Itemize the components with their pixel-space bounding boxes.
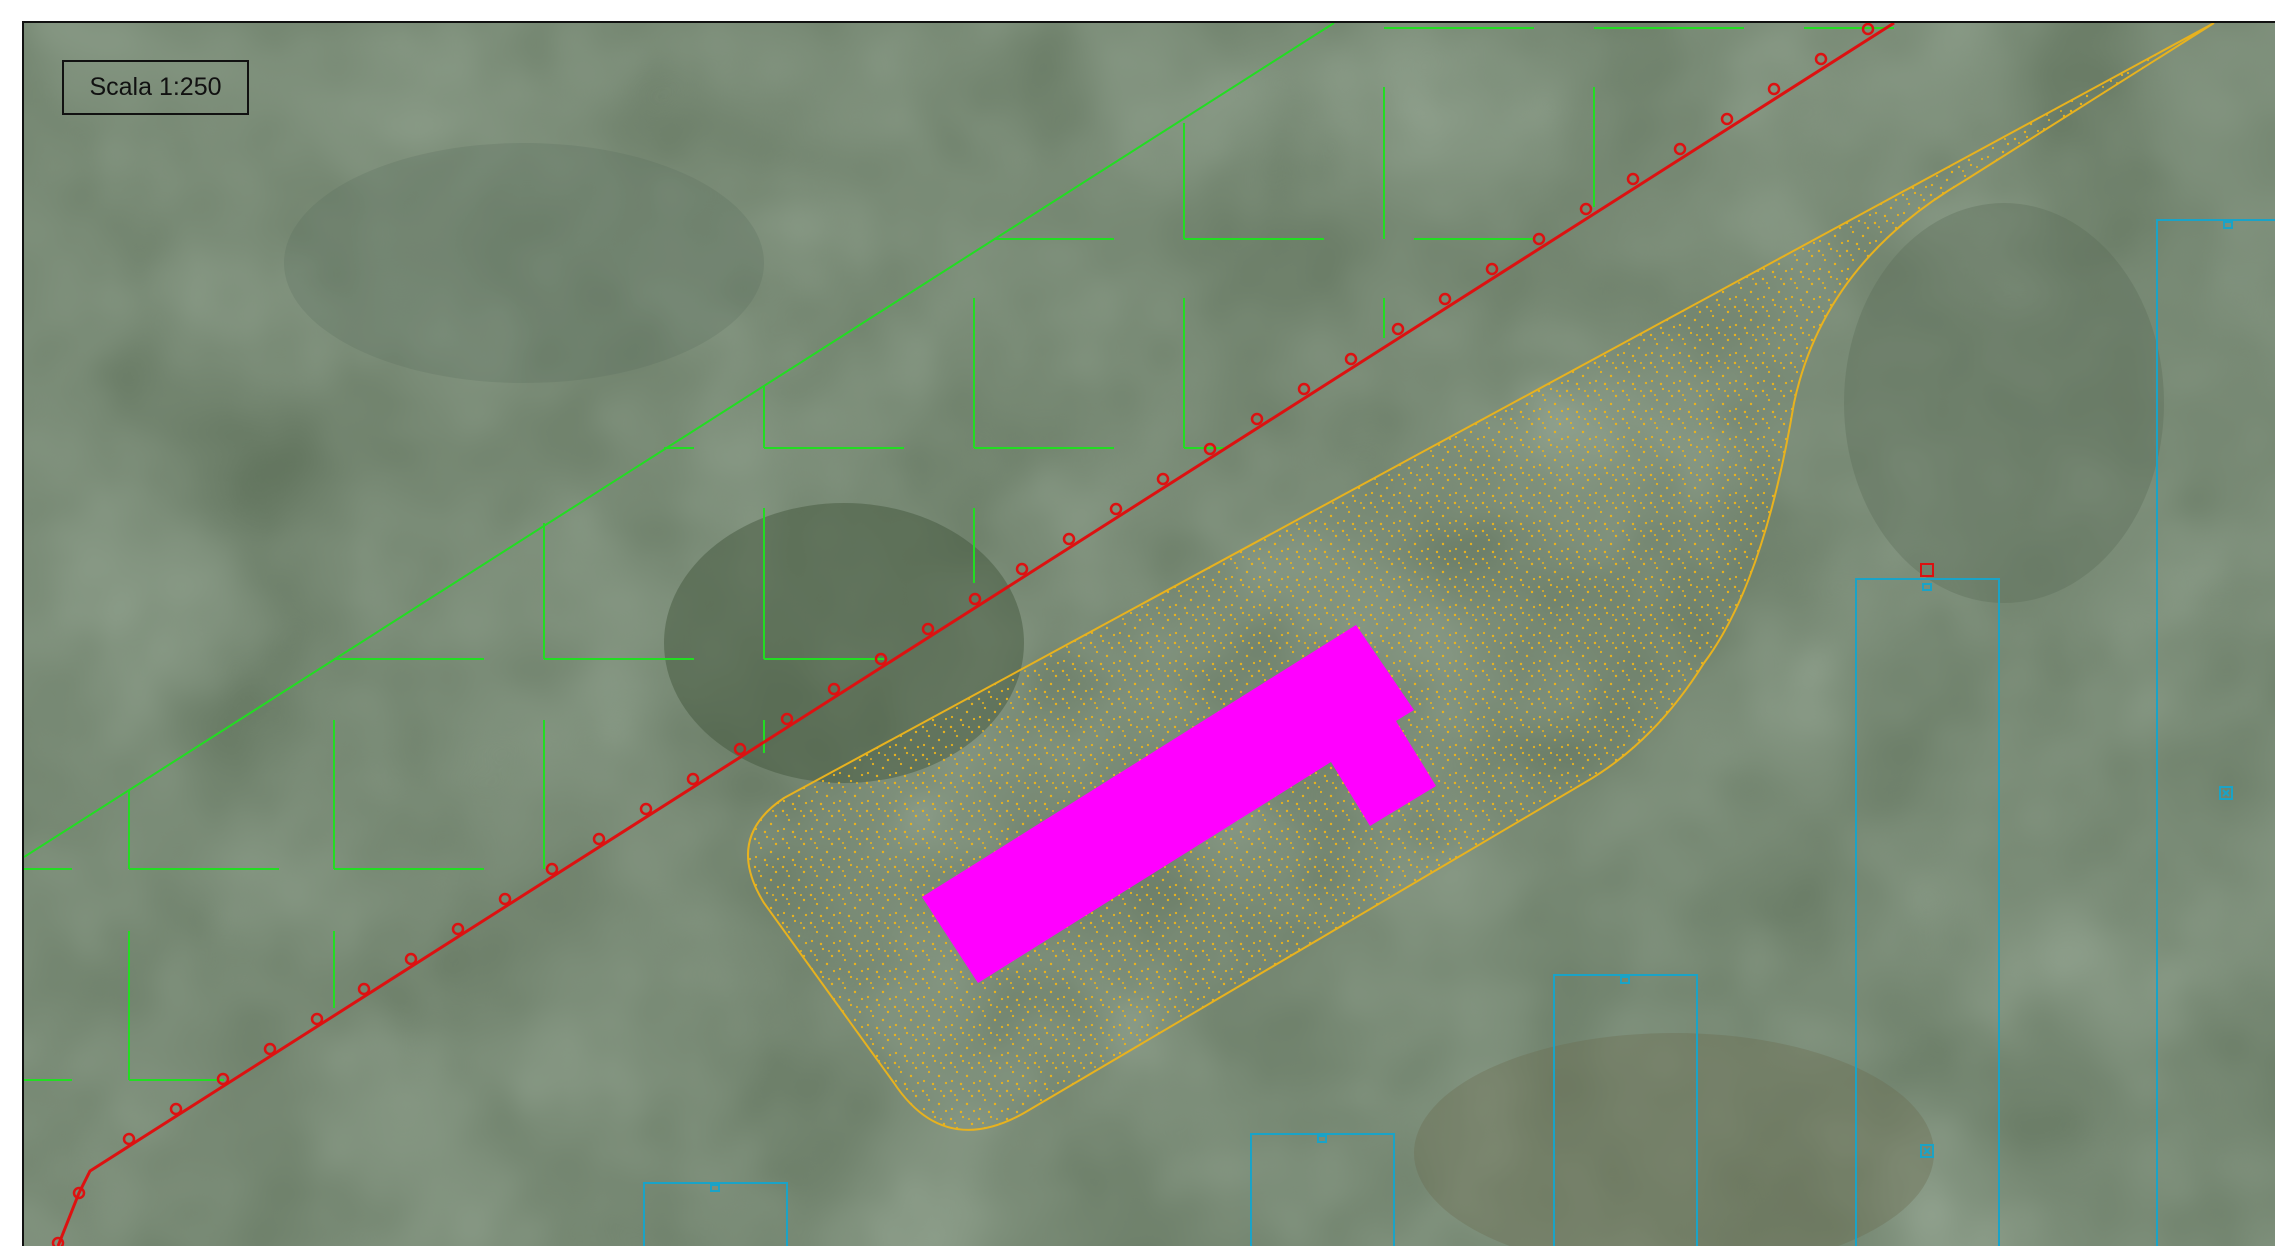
scale-label: Scala 1:250 bbox=[62, 60, 249, 115]
building bbox=[922, 625, 1436, 983]
parcel-grid bbox=[24, 23, 1894, 1081]
map-canvas[interactable] bbox=[24, 23, 2275, 1246]
boundary-line bbox=[51, 23, 1895, 1246]
map-frame[interactable]: Scala 1:250 bbox=[22, 21, 2275, 1246]
structures bbox=[643, 219, 2275, 1246]
